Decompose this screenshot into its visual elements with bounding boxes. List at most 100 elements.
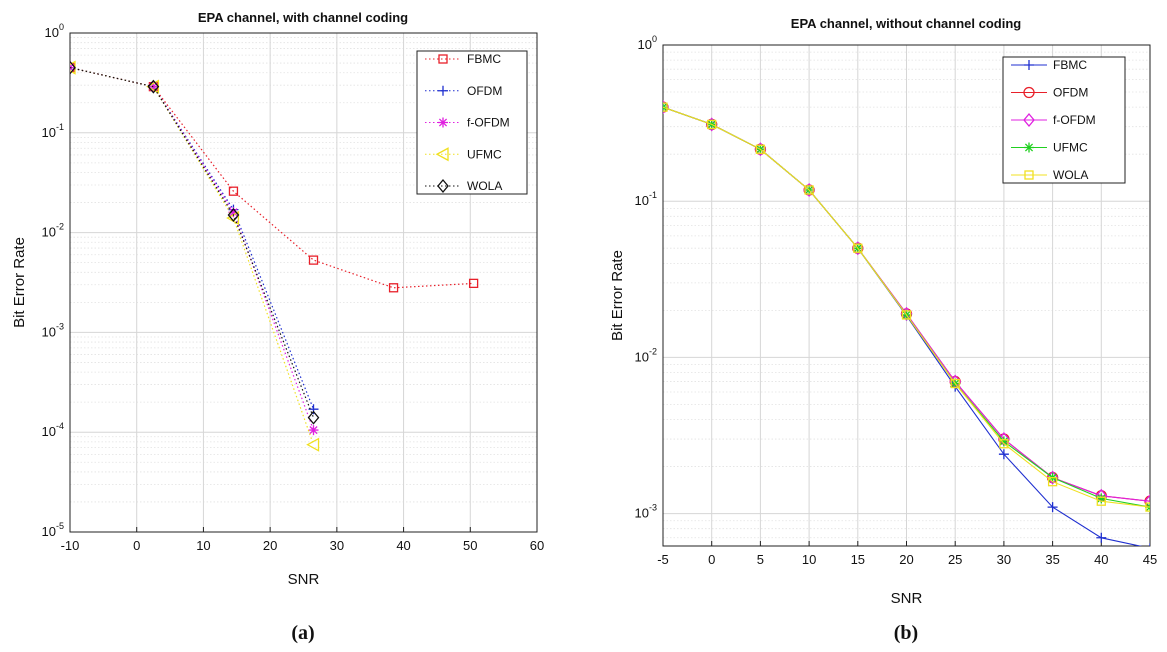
data-point-wola xyxy=(707,119,717,130)
data-point-fbmc xyxy=(998,449,1009,460)
x-tick-label: 25 xyxy=(948,552,962,567)
legend-marker-fbmc xyxy=(1024,60,1034,70)
series-line-wola xyxy=(663,106,1150,508)
y-tick-label: 10-1 xyxy=(635,190,657,208)
series-line-fbmc xyxy=(70,67,474,289)
y-tick-label: 10-2 xyxy=(42,222,64,240)
y-tick-label: 10-4 xyxy=(42,421,64,439)
data-point-wola xyxy=(227,208,240,223)
chart-b: 100 10-1 10-2 10-3 -5 0 5 10 15 20 25 30 35 40 45 EPA c… xyxy=(609,16,1157,644)
x-tick-label: 10 xyxy=(196,538,210,553)
legend-box xyxy=(416,50,528,195)
legend-label-ofdm: OFDM xyxy=(1053,86,1088,100)
legend-label-f-ofdm: f-OFDM xyxy=(467,116,510,130)
x-tick-label: 30 xyxy=(330,538,344,553)
y-axis-label: Bit Error Rate xyxy=(609,250,626,341)
legend-marker-f-ofdm xyxy=(1023,112,1035,128)
x-tick-label: 5 xyxy=(757,552,764,567)
series-group xyxy=(663,100,1150,546)
legend: FBMC OFDM f-OFDM UFMC WOLA xyxy=(1002,56,1126,184)
x-tick-label: 20 xyxy=(899,552,913,567)
data-point-ufmc xyxy=(998,436,1009,447)
y-axis-label: Bit Error Rate xyxy=(11,237,28,328)
y-tick-label: 10-1 xyxy=(42,122,64,140)
x-tick-label: 50 xyxy=(463,538,477,553)
data-point-fbmc xyxy=(1047,502,1058,513)
legend-label-ufmc: UFMC xyxy=(467,147,502,161)
data-point-wola xyxy=(307,410,320,425)
data-point-wola xyxy=(1145,502,1150,512)
data-point-f-ofdm xyxy=(803,182,815,197)
data-point-ufmc xyxy=(306,437,320,452)
y-tick-label: 100 xyxy=(638,34,657,52)
y-tick-label: 10-3 xyxy=(42,321,64,339)
legend-marker-ufmc xyxy=(435,147,449,162)
series-line-wola xyxy=(70,67,315,418)
y-tick-label: 10-5 xyxy=(42,521,64,539)
x-tick-label: 35 xyxy=(1045,552,1059,567)
data-point-f-ofdm xyxy=(851,241,864,256)
data-point-f-ofdm xyxy=(1144,494,1150,509)
legend-marker-wola xyxy=(1024,170,1034,180)
chart-a: 100 10-1 10-2 10-3 10-4 10-5-10 0 10 20 30 40 50 60 E… xyxy=(11,10,544,644)
x-tick-label: -5 xyxy=(657,552,669,567)
x-tick-label: 40 xyxy=(396,538,410,553)
series-group xyxy=(70,60,479,452)
y-tick-label: 10-2 xyxy=(635,346,657,364)
legend-marker-f-ofdm xyxy=(438,117,448,128)
data-point-wola xyxy=(853,243,863,253)
data-point-f-ofdm xyxy=(308,425,319,436)
y-tick-label: 10-3 xyxy=(635,503,657,521)
axes-box xyxy=(662,44,1151,547)
x-tick-label: -10 xyxy=(61,538,80,553)
data-point-wola xyxy=(950,378,960,389)
x-tick-label: 60 xyxy=(530,538,544,553)
data-point-wola xyxy=(999,439,1009,449)
legend: FBMC OFDM f-OFDM UFMC WOLA xyxy=(416,50,528,195)
x-tick-label: 20 xyxy=(263,538,277,553)
data-point-wola xyxy=(755,144,766,154)
y-tick-label: 100 xyxy=(45,22,64,40)
data-point-f-ofdm xyxy=(228,207,239,218)
data-point-fbmc xyxy=(308,255,319,265)
x-tick-label: 45 xyxy=(1143,552,1157,567)
legend-marker-ofdm xyxy=(1023,86,1035,99)
legend-marker-ufmc xyxy=(1024,142,1034,153)
legend-label-ufmc: UFMC xyxy=(1053,141,1088,155)
data-point-fbmc xyxy=(388,283,399,293)
legend-marker-ofdm xyxy=(438,85,448,96)
x-tick-label: 10 xyxy=(802,552,816,567)
legend-label-wola: WOLA xyxy=(467,179,502,193)
data-point-wola xyxy=(663,102,668,112)
data-point-wola xyxy=(147,79,160,94)
legend-label-wola: WOLA xyxy=(1053,168,1088,182)
data-point-wola xyxy=(70,60,76,75)
data-point-f-ofdm xyxy=(705,117,718,132)
data-point-wola xyxy=(901,310,912,320)
data-point-fbmc xyxy=(468,278,479,289)
x-tick-label: 30 xyxy=(997,552,1011,567)
legend-label-fbmc: FBMC xyxy=(467,52,501,66)
legend-label-fbmc: FBMC xyxy=(1053,58,1087,72)
data-point-fbmc xyxy=(1096,532,1107,543)
data-point-ufmc xyxy=(1096,493,1107,504)
data-point-f-ofdm xyxy=(663,100,669,115)
x-axis-label: SNR xyxy=(288,571,320,588)
figure-caption: (b) xyxy=(894,622,918,644)
legend-label-f-ofdm: f-OFDM xyxy=(1053,113,1096,127)
x-tick-label: 15 xyxy=(851,552,865,567)
x-axis-label: SNR xyxy=(891,590,923,607)
legend-label-ofdm: OFDM xyxy=(467,84,502,98)
x-tick-label: 0 xyxy=(133,538,140,553)
axes-box xyxy=(69,32,538,533)
data-point-wola xyxy=(1047,477,1058,487)
chart-title: EPA channel, without channel coding xyxy=(791,16,1021,31)
data-point-wola xyxy=(1096,496,1106,506)
figure-caption: (a) xyxy=(291,622,314,644)
chart-title: EPA channel, with channel coding xyxy=(198,10,408,25)
data-point-wola xyxy=(804,185,814,195)
x-tick-label: 0 xyxy=(708,552,715,567)
data-point-fbmc xyxy=(228,186,239,196)
legend-marker-wola xyxy=(437,178,449,194)
